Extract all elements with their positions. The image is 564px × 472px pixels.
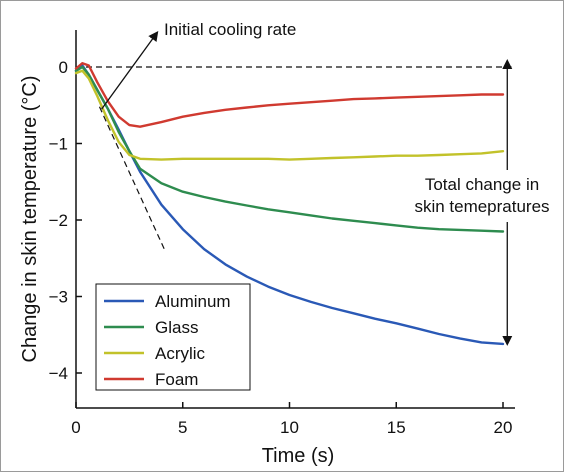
annotation-total-change-line1: Total change in [425,175,539,194]
x-axis-title: Time (s) [262,445,335,467]
y-tick-label: −4 [49,364,68,383]
annotation-total-change-line2: skin temepratures [414,197,549,216]
x-tick-label: 15 [387,418,406,437]
legend-label-aluminum: Aluminum [155,292,231,311]
series-line-glass [74,65,505,233]
x-tick-label: 10 [280,418,299,437]
reference-line-initial-slope [98,106,167,253]
legend-label-acrylic: Acrylic [155,344,206,363]
y-tick-label: 0 [59,58,68,77]
y-tick-label: −3 [49,288,68,307]
y-axis-title: Change in skin temperature (°C) [19,75,41,362]
y-tick-label: −2 [49,211,68,230]
x-tick-label: 0 [71,418,80,437]
annotation-arrow-initial-cooling-rate [101,30,159,110]
legend-label-glass: Glass [155,318,198,337]
series-line-foam [74,62,505,128]
x-tick-label: 20 [494,418,513,437]
legend-label-foam: Foam [155,370,198,389]
x-tick-label: 5 [178,418,187,437]
y-tick-label: −1 [49,135,68,154]
series-line-acrylic [74,69,505,161]
annotation-initial-cooling-rate: Initial cooling rate [164,20,296,39]
